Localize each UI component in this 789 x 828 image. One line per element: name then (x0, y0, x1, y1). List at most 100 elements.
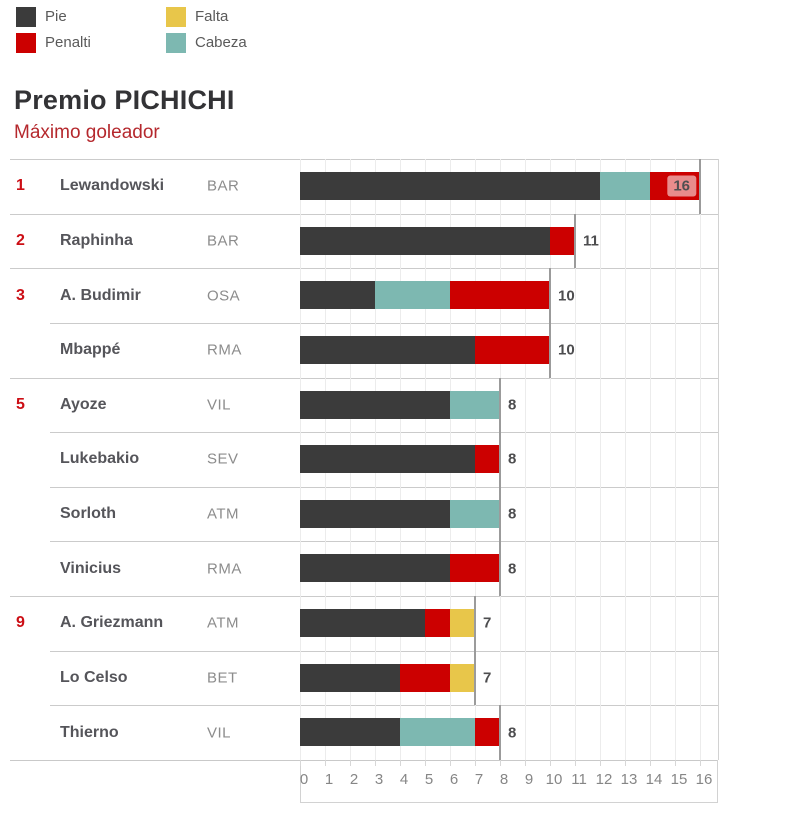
bar-plot-area: 8 (300, 432, 719, 487)
bar-segment-cabeza[interactable] (450, 390, 500, 419)
bar-end-marker (574, 213, 576, 269)
bar-segment-falta[interactable] (450, 609, 475, 638)
legend-item-pie[interactable]: Pie (16, 6, 166, 27)
bar-segment-pie[interactable] (300, 390, 450, 419)
x-axis-tick-label: 1 (324, 771, 334, 788)
goals-bar[interactable] (300, 226, 575, 255)
legend-label: Penalti (45, 34, 91, 51)
bar-segment-pie[interactable] (300, 226, 550, 255)
total-goals-label: 10 (558, 341, 575, 359)
player-row-thierno[interactable]: Thierno VIL 8 (10, 705, 719, 760)
bar-segment-pie[interactable] (300, 445, 475, 474)
bar-segment-cabeza[interactable] (450, 499, 500, 528)
bar-segment-penalti[interactable] (475, 335, 550, 364)
bar-segment-cabeza[interactable] (600, 172, 650, 200)
pie-color-swatch (16, 6, 36, 27)
bar-segment-penalti[interactable] (550, 226, 575, 255)
bar-segment-penalti[interactable] (475, 718, 500, 747)
goals-bar[interactable] (300, 663, 475, 692)
total-goals-label: 7 (483, 669, 492, 687)
goals-bar[interactable] (300, 499, 500, 528)
goals-bar[interactable] (300, 281, 550, 310)
goals-bar[interactable] (300, 172, 700, 200)
player-row-lo-celso[interactable]: Lo Celso BET 7 (10, 650, 719, 706)
bar-segment-pie[interactable] (300, 718, 400, 747)
bar-segment-pie[interactable] (300, 281, 375, 310)
bar-segment-penalti[interactable] (400, 663, 450, 692)
player-name: Sorloth (60, 505, 116, 523)
goals-bar[interactable] (300, 335, 550, 364)
bar-end-marker (499, 705, 501, 760)
total-goals-label: 16 (667, 175, 696, 197)
bar-plot-area: 10 (300, 268, 719, 323)
bar-end-marker (499, 486, 501, 542)
player-name: A. Budimir (60, 286, 141, 304)
player-row-vinicius[interactable]: Vinicius RMA 8 (10, 541, 719, 597)
x-axis-tick-label: 5 (424, 771, 434, 788)
legend: Pie Penalti Falta Cabeza (16, 6, 247, 58)
bar-segment-cabeza[interactable] (400, 718, 475, 747)
team-code: SEV (207, 450, 239, 468)
bar-plot-area: 8 (300, 705, 719, 760)
bar-end-marker (474, 650, 476, 706)
player-row-lewandowski[interactable]: 1 Lewandowski BAR 16 (10, 159, 719, 214)
player-row-a-griezmann[interactable]: 9 A. Griezmann ATM 7 (10, 596, 719, 651)
legend-column-1: Pie Penalti (16, 6, 166, 58)
total-goals-label: 8 (508, 396, 517, 414)
bar-segment-pie[interactable] (300, 663, 400, 692)
legend-label: Cabeza (195, 34, 247, 51)
player-row-ayoze[interactable]: 5 Ayoze VIL 8 (10, 377, 719, 433)
legend-item-cabeza[interactable]: Cabeza (166, 32, 247, 53)
player-name: A. Griezmann (60, 614, 164, 632)
team-code: RMA (207, 560, 242, 578)
total-goals-label: 8 (508, 560, 517, 578)
rank-label: 2 (16, 231, 25, 249)
goals-bar[interactable] (300, 445, 500, 474)
player-name: Lukebakio (60, 450, 140, 468)
cabeza-color-swatch (166, 32, 186, 53)
bar-segment-penalti[interactable] (475, 445, 500, 474)
legend-label: Pie (45, 8, 67, 25)
team-code: BAR (207, 177, 240, 195)
player-row-a-budimir[interactable]: 3 A. Budimir OSA 10 (10, 268, 719, 323)
bar-segment-pie[interactable] (300, 609, 425, 638)
rank-label: 5 (16, 395, 25, 413)
bar-segment-penalti[interactable] (450, 281, 550, 310)
penalti-color-swatch (16, 32, 36, 53)
goals-bar[interactable] (300, 609, 475, 638)
player-name: Thierno (60, 723, 119, 741)
player-name: Ayoze (60, 395, 107, 413)
legend-label: Falta (195, 8, 229, 25)
team-code: VIL (207, 724, 232, 742)
bar-segment-falta[interactable] (450, 663, 475, 692)
bar-segment-cabeza[interactable] (375, 281, 450, 310)
legend-item-penalti[interactable]: Penalti (16, 32, 166, 53)
x-axis-tick-label: 4 (399, 771, 409, 788)
bar-segment-pie[interactable] (300, 335, 475, 364)
legend-item-falta[interactable]: Falta (166, 6, 247, 27)
team-code: BET (207, 669, 238, 687)
player-row-lukebakio[interactable]: Lukebakio SEV 8 (10, 432, 719, 487)
bar-end-marker (474, 596, 476, 651)
x-axis-tick-label: 3 (374, 771, 384, 788)
bar-segment-pie[interactable] (300, 172, 600, 200)
bar-segment-penalti[interactable] (450, 554, 500, 583)
total-goals-label: 8 (508, 450, 517, 468)
bar-plot-area: 16 (300, 159, 719, 214)
goals-bar[interactable] (300, 718, 500, 747)
goals-bar[interactable] (300, 554, 500, 583)
player-row-raphinha[interactable]: 2 Raphinha BAR 11 (10, 213, 719, 269)
bar-end-marker (549, 268, 551, 323)
player-row-mbapp-[interactable]: Mbappé RMA 10 (10, 322, 719, 378)
player-row-sorloth[interactable]: Sorloth ATM 8 (10, 486, 719, 542)
x-axis-tick-label: 11 (571, 771, 587, 788)
goals-bar[interactable] (300, 390, 500, 419)
bar-segment-pie[interactable] (300, 554, 450, 583)
page-title: Premio PICHICHI (14, 85, 235, 115)
x-axis-tick-label: 6 (449, 771, 459, 788)
rank-label: 1 (16, 177, 25, 195)
bar-segment-pie[interactable] (300, 499, 450, 528)
total-goals-label: 8 (508, 724, 517, 742)
player-name: Raphinha (60, 231, 133, 249)
bar-segment-penalti[interactable] (425, 609, 450, 638)
